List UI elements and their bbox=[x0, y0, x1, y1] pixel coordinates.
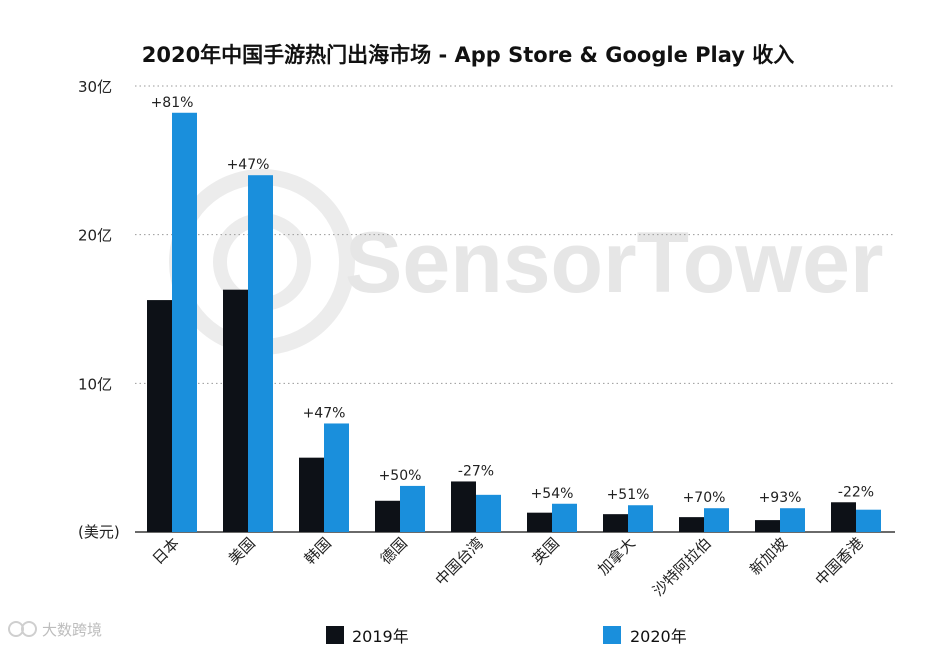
growth-label: +47% bbox=[303, 405, 346, 421]
x-tick-label: 日本 bbox=[149, 534, 183, 568]
x-tick-label: 加拿大 bbox=[594, 534, 639, 579]
bar-2019-7 bbox=[679, 517, 704, 532]
x-tick-label: 美国 bbox=[225, 534, 259, 568]
growth-label: +81% bbox=[151, 95, 194, 111]
bar-2020-2 bbox=[324, 423, 349, 532]
bar-2020-4 bbox=[476, 494, 501, 532]
bar-2019-2 bbox=[299, 457, 324, 532]
growth-label: +51% bbox=[607, 487, 650, 503]
bar-2019-9 bbox=[831, 502, 856, 532]
x-tick-label: 韩国 bbox=[301, 534, 335, 568]
growth-label: +54% bbox=[531, 486, 574, 502]
corner-logo-text: 大数跨境 bbox=[42, 621, 102, 639]
bar-2019-1 bbox=[223, 289, 248, 532]
bar-2019-8 bbox=[755, 520, 780, 532]
bar-2020-8 bbox=[780, 508, 805, 532]
legend-swatch-2020 bbox=[603, 626, 621, 644]
legend-label-2019: 2019年 bbox=[352, 627, 409, 646]
x-axis-ticks: 日本 美国 韩国 德国 中国台湾 英国 加拿大 沙特阿拉伯 新加坡 中国香港 bbox=[149, 534, 867, 600]
growth-label: +93% bbox=[759, 490, 802, 506]
bar-2019-4 bbox=[451, 481, 476, 532]
bar-2019-0 bbox=[147, 300, 172, 532]
bar-2020-7 bbox=[704, 508, 729, 532]
x-tick-label: 新加坡 bbox=[746, 534, 791, 579]
x-tick-label: 中国香港 bbox=[812, 534, 867, 589]
y-axis-unit-label: (美元) bbox=[78, 523, 120, 541]
y-tick-label: 30亿 bbox=[78, 78, 112, 96]
growth-label: -27% bbox=[458, 463, 494, 479]
y-tick-label: 10亿 bbox=[78, 375, 112, 393]
y-tick-label: 20亿 bbox=[78, 227, 112, 245]
bar-2020-9 bbox=[856, 509, 881, 532]
legend-swatch-2019 bbox=[326, 626, 344, 644]
corner-logo: 大数跨境 bbox=[8, 621, 102, 639]
growth-labels: +81% +47% +47% +50% -27% +54% +51% +70% +93% -22% bbox=[151, 95, 875, 506]
watermark-text: SensorTower bbox=[345, 215, 883, 311]
growth-label: +50% bbox=[379, 468, 422, 484]
x-tick-label: 沙特阿拉伯 bbox=[649, 534, 715, 600]
legend-label-2020: 2020年 bbox=[630, 627, 687, 646]
corner-logo-icon-2 bbox=[21, 621, 37, 637]
growth-label: +47% bbox=[227, 157, 270, 173]
bar-2019-6 bbox=[603, 514, 628, 532]
x-tick-label: 中国台湾 bbox=[432, 534, 487, 589]
corner-logo-icon bbox=[8, 621, 24, 637]
bar-2020-5 bbox=[552, 503, 577, 532]
legend: 2019年 2020年 bbox=[326, 626, 687, 646]
y-axis-ticks: 30亿 20亿 10亿 bbox=[78, 78, 112, 393]
chart-title: 2020年中国手游热门出海市场 - App Store & Google Pla… bbox=[142, 43, 795, 67]
growth-label: -22% bbox=[838, 484, 874, 500]
bar-2020-3 bbox=[400, 485, 425, 532]
bar-2020-0 bbox=[172, 112, 197, 532]
bars bbox=[147, 112, 881, 532]
bar-2020-1 bbox=[248, 175, 273, 532]
x-tick-label: 德国 bbox=[377, 534, 411, 568]
bar-2019-5 bbox=[527, 512, 552, 532]
sensortower-watermark: SensorTower bbox=[169, 169, 883, 355]
x-tick-label: 英国 bbox=[529, 534, 563, 568]
bar-2020-6 bbox=[628, 505, 653, 532]
bar-2019-3 bbox=[375, 500, 400, 532]
growth-label: +70% bbox=[683, 490, 726, 506]
